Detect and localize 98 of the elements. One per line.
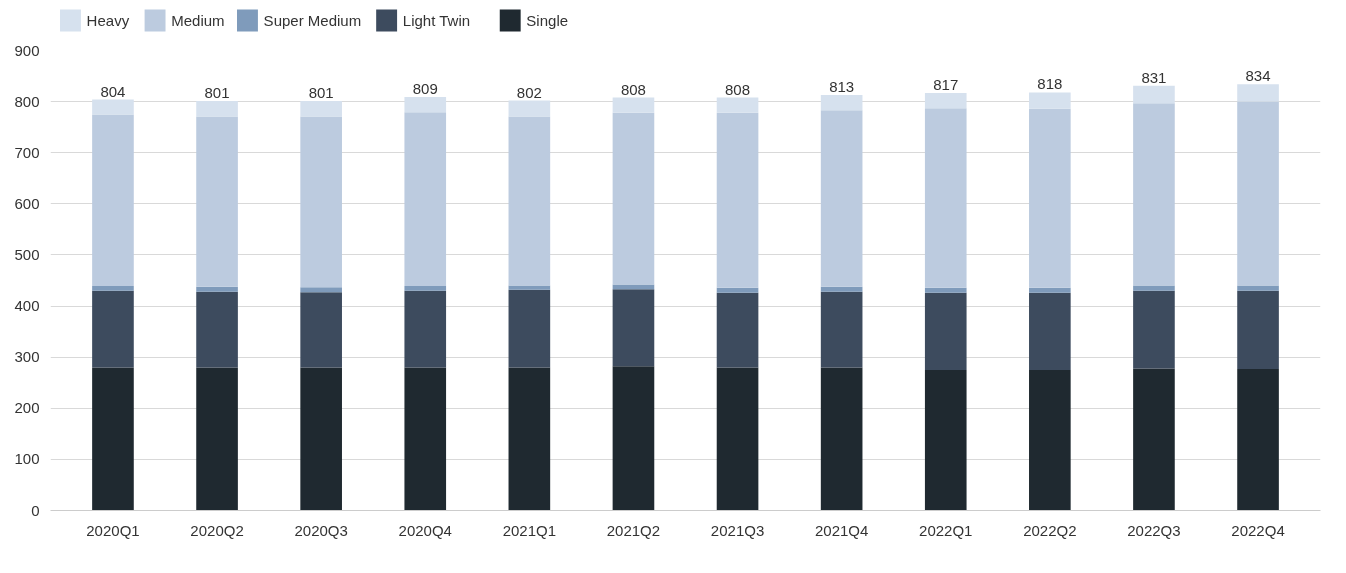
bar [1237,101,1279,286]
bar [924,287,967,293]
y-tick-label: 400 [14,297,40,315]
x-tick-label: 2021Q3 [710,521,765,539]
total-label: 801 [308,84,334,102]
bar [92,114,134,287]
bar [508,116,551,286]
bar [820,110,863,287]
y-tick-label: 900 [14,41,40,59]
bar [196,116,238,287]
bar [1237,368,1279,511]
x-tick-label: 2020Q3 [294,521,348,539]
bar [92,286,134,291]
bar [820,291,863,368]
bar [300,292,342,368]
bar [612,366,655,511]
bar [820,94,863,111]
bar [508,289,551,368]
total-label: 802 [516,83,542,101]
bar [716,367,759,511]
total-label: 813 [829,77,855,95]
bar [196,291,238,368]
bar [924,369,967,511]
legend-label: Light Twin [402,12,471,29]
bar [1237,285,1279,291]
y-tick-label: 300 [14,348,40,366]
bar [1133,85,1175,104]
bar [1237,84,1279,102]
legend-label: Super Medium [263,12,362,29]
total-label: 817 [933,75,959,93]
bar [92,290,134,368]
bar [508,100,551,117]
y-tick-label: 700 [14,143,40,161]
x-tick-label: 2022Q1 [919,521,973,539]
bar [612,289,655,367]
total-label: 808 [725,80,751,98]
x-tick-label: 2021Q1 [502,521,557,539]
bar [300,367,342,511]
legend-label: Heavy [86,12,130,29]
bar [820,367,863,511]
bar [196,367,238,511]
total-label: 834 [1245,67,1271,85]
bar [612,97,655,113]
bar [1029,92,1071,109]
x-tick-label: 2020Q4 [398,521,452,539]
bar [92,367,134,511]
x-tick-label: 2022Q3 [1127,521,1181,539]
bar [1029,108,1071,288]
total-label: 809 [412,80,438,98]
bar [612,112,655,285]
y-tick-label: 200 [14,399,40,417]
x-tick-label: 2020Q2 [190,521,244,539]
bar [196,286,238,292]
bar [716,292,759,368]
y-tick-label: 0 [31,501,40,519]
bar [1237,290,1279,369]
bar [300,101,342,117]
bar [300,116,342,288]
bar [924,292,967,370]
total-label: 808 [620,80,646,98]
bar [404,286,447,291]
total-label: 804 [100,82,126,100]
y-tick-label: 100 [14,450,40,468]
total-label: 801 [204,84,230,102]
bar [1133,290,1175,369]
x-tick-label: 2022Q2 [1023,521,1077,539]
bar [716,287,759,293]
bar [1029,369,1071,511]
x-tick-label: 2021Q2 [606,521,661,539]
bar [1133,368,1175,511]
total-label: 831 [1141,68,1167,86]
bar [1029,292,1071,370]
x-tick-label: 2021Q4 [814,521,869,539]
bar [508,285,551,290]
bar [820,286,863,292]
bar [300,287,342,293]
bar [1133,285,1175,291]
bar [404,112,447,287]
legend-label: Medium [171,12,225,29]
bar [404,290,447,368]
bar [924,92,967,109]
y-tick-label: 600 [14,194,40,212]
bar [924,108,967,288]
y-tick-label: 500 [14,245,40,263]
legend-label: Single [526,12,569,29]
x-tick-label: 2020Q1 [86,521,140,539]
bar [196,101,238,117]
bar [404,367,447,511]
bar [716,112,759,288]
bar [716,97,759,113]
bar [404,97,447,113]
bar [92,99,134,115]
bar [508,367,551,511]
x-tick-label: 2022Q4 [1231,521,1285,539]
bar [1029,287,1071,293]
bar [1133,103,1175,286]
y-tick-label: 800 [14,92,40,110]
total-label: 818 [1037,75,1063,93]
